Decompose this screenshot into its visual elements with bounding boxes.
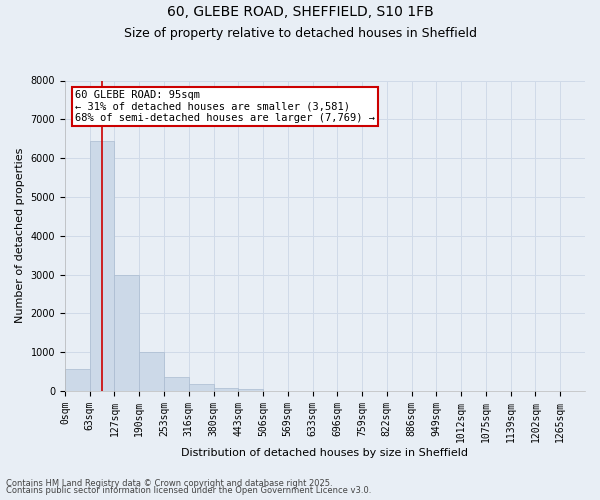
Text: Contains HM Land Registry data © Crown copyright and database right 2025.: Contains HM Land Registry data © Crown c… <box>6 478 332 488</box>
Bar <box>65 368 89 391</box>
Text: Size of property relative to detached houses in Sheffield: Size of property relative to detached ho… <box>124 28 476 40</box>
Bar <box>139 352 164 391</box>
Text: 60, GLEBE ROAD, SHEFFIELD, S10 1FB: 60, GLEBE ROAD, SHEFFIELD, S10 1FB <box>167 5 433 19</box>
Text: 60 GLEBE ROAD: 95sqm
← 31% of detached houses are smaller (3,581)
68% of semi-de: 60 GLEBE ROAD: 95sqm ← 31% of detached h… <box>76 90 376 123</box>
Bar <box>238 389 263 391</box>
Bar <box>115 276 139 391</box>
Bar <box>164 376 189 391</box>
Bar <box>189 384 214 391</box>
Y-axis label: Number of detached properties: Number of detached properties <box>15 148 25 324</box>
Bar <box>89 140 115 391</box>
Bar <box>214 388 238 391</box>
X-axis label: Distribution of detached houses by size in Sheffield: Distribution of detached houses by size … <box>181 448 469 458</box>
Text: Contains public sector information licensed under the Open Government Licence v3: Contains public sector information licen… <box>6 486 371 495</box>
